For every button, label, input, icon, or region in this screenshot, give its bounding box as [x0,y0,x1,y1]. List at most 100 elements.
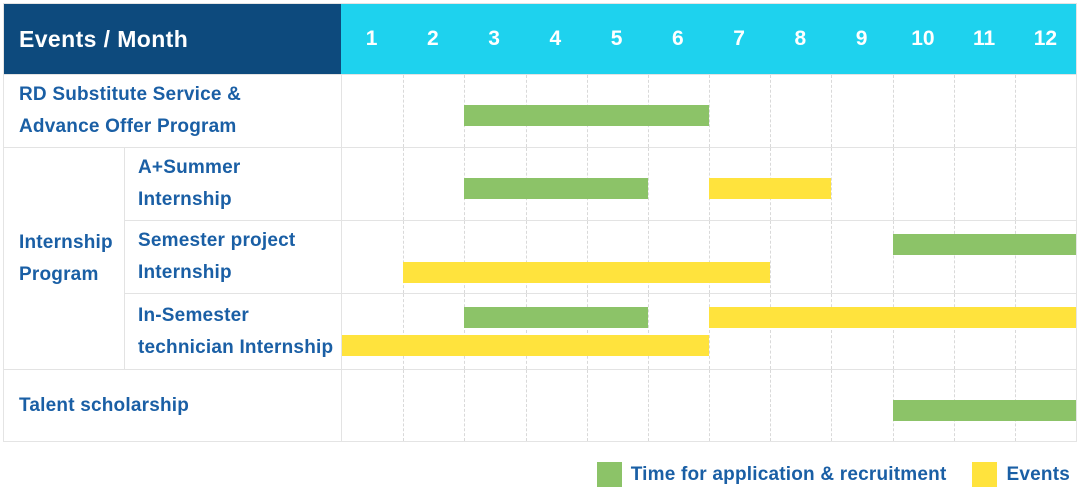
row-label-line: Advance Offer Program [19,116,237,137]
row-label-line: A+Summer [138,157,241,178]
gantt-bar-recruitment [464,178,648,199]
legend-item-events: Events [972,462,1070,487]
row-label-line: Internship [19,231,113,253]
month-header-cell: 1 [365,27,378,50]
month-cell [586,370,648,441]
gantt-bar-recruitment [464,307,648,328]
month-header-cell: 8 [794,27,807,50]
month-header-cell: 2 [427,27,439,50]
month-header-cell: 10 [911,27,935,50]
gantt-bar-event [709,178,832,199]
month-cell [342,294,403,369]
month-cell [892,221,954,293]
month-cell [831,370,892,441]
month-cell [831,294,892,369]
month-cell [953,75,1015,147]
month-cell [342,75,403,147]
gantt-row-rd-substitute [341,74,1076,147]
month-cell [342,221,403,293]
month-header-row: 1 2 3 4 5 6 7 8 9 10 11 12 [341,4,1076,74]
month-grid [342,75,1076,147]
month-cell [709,370,770,441]
month-cell [770,370,831,441]
gantt-bar-event [709,307,1076,328]
row-group-internship-program: Internship Program [4,147,124,369]
month-cell [464,221,525,293]
month-header-cell: 7 [733,27,745,50]
row-label-line: technician Internship [138,336,334,358]
month-cell [831,75,892,147]
legend-label-recruitment: Time for application & recruitment [630,463,947,485]
gantt-row-a-summer [341,147,1076,220]
gantt-bar-recruitment [892,400,1076,421]
events-month-table: Events / Month 1 2 3 4 5 6 7 8 9 10 11 12 RD Substi… [3,3,1077,442]
month-cell [892,294,954,369]
month-cell [1014,221,1076,293]
month-header-cell: 6 [672,27,684,50]
row-label-in-semester-technician-internship: In-Semester technician Internship [124,293,341,369]
gantt-bar-event [342,335,709,356]
legend-item-recruitment: Time for application & recruitment [596,462,947,487]
gantt-bar-recruitment [892,234,1076,255]
month-cell [403,221,464,293]
month-cell [1014,294,1076,369]
month-header-cell: 11 [973,27,996,50]
gantt-row-talent [341,369,1076,441]
month-cell [342,370,403,441]
month-cell [1014,75,1076,147]
month-cell [525,221,587,293]
month-cell [464,294,525,369]
month-header-cell: 3 [488,27,500,50]
month-cell [770,294,831,369]
month-header-cell: 4 [549,27,562,50]
month-cell [953,221,1015,293]
row-label-line: Talent scholarship [19,394,190,416]
row-label-line: Internship [138,189,232,210]
month-cell [586,221,648,293]
month-cell [831,221,892,293]
month-cell [770,75,831,147]
month-cell [770,221,831,293]
legend: Time for application & recruitment Event… [596,462,1070,487]
month-cell [403,148,464,220]
month-cell [892,75,954,147]
month-cell [709,75,770,147]
gantt-row-semester-project [341,220,1076,293]
month-cell [647,148,709,220]
month-cell [831,148,892,220]
month-cell [342,148,403,220]
month-cell [647,294,709,369]
table-header-events-month: Events / Month [4,4,341,74]
month-cell [709,294,770,369]
table-header-label: Events / Month [19,25,189,52]
month-cell [403,294,464,369]
row-label-line: Internship [138,262,232,283]
gantt-row-in-semester [341,293,1076,369]
month-header-cell: 9 [855,27,868,50]
legend-swatch-events-icon [972,462,998,487]
row-label-line: In-Semester [138,304,249,326]
row-label-rd-substitute: RD Substitute Service & Advance Offer Pr… [4,74,341,147]
month-cell [1014,148,1076,220]
month-cell [464,370,525,441]
month-cell [403,370,464,441]
row-label-semester-project-internship: Semester project Internship [124,220,341,293]
legend-label-events: Events [1006,463,1070,485]
month-cell [586,294,648,369]
month-header-cell: 5 [610,27,623,50]
month-cell [647,370,709,441]
month-cell [647,221,709,293]
month-cell [892,148,954,220]
month-cell [403,75,464,147]
month-header-cell: 12 [1033,27,1058,50]
month-cell [953,294,1015,369]
row-label-line: Semester project [138,230,296,251]
month-cell [525,294,587,369]
row-label-talent-scholarship: Talent scholarship [4,369,341,441]
row-label-a-summer-internship: A+Summer Internship [124,147,341,220]
row-label-line: Program [19,263,99,285]
month-grid [342,294,1076,369]
row-label-line: RD Substitute Service & [19,84,242,105]
legend-swatch-recruitment-icon [596,462,622,487]
